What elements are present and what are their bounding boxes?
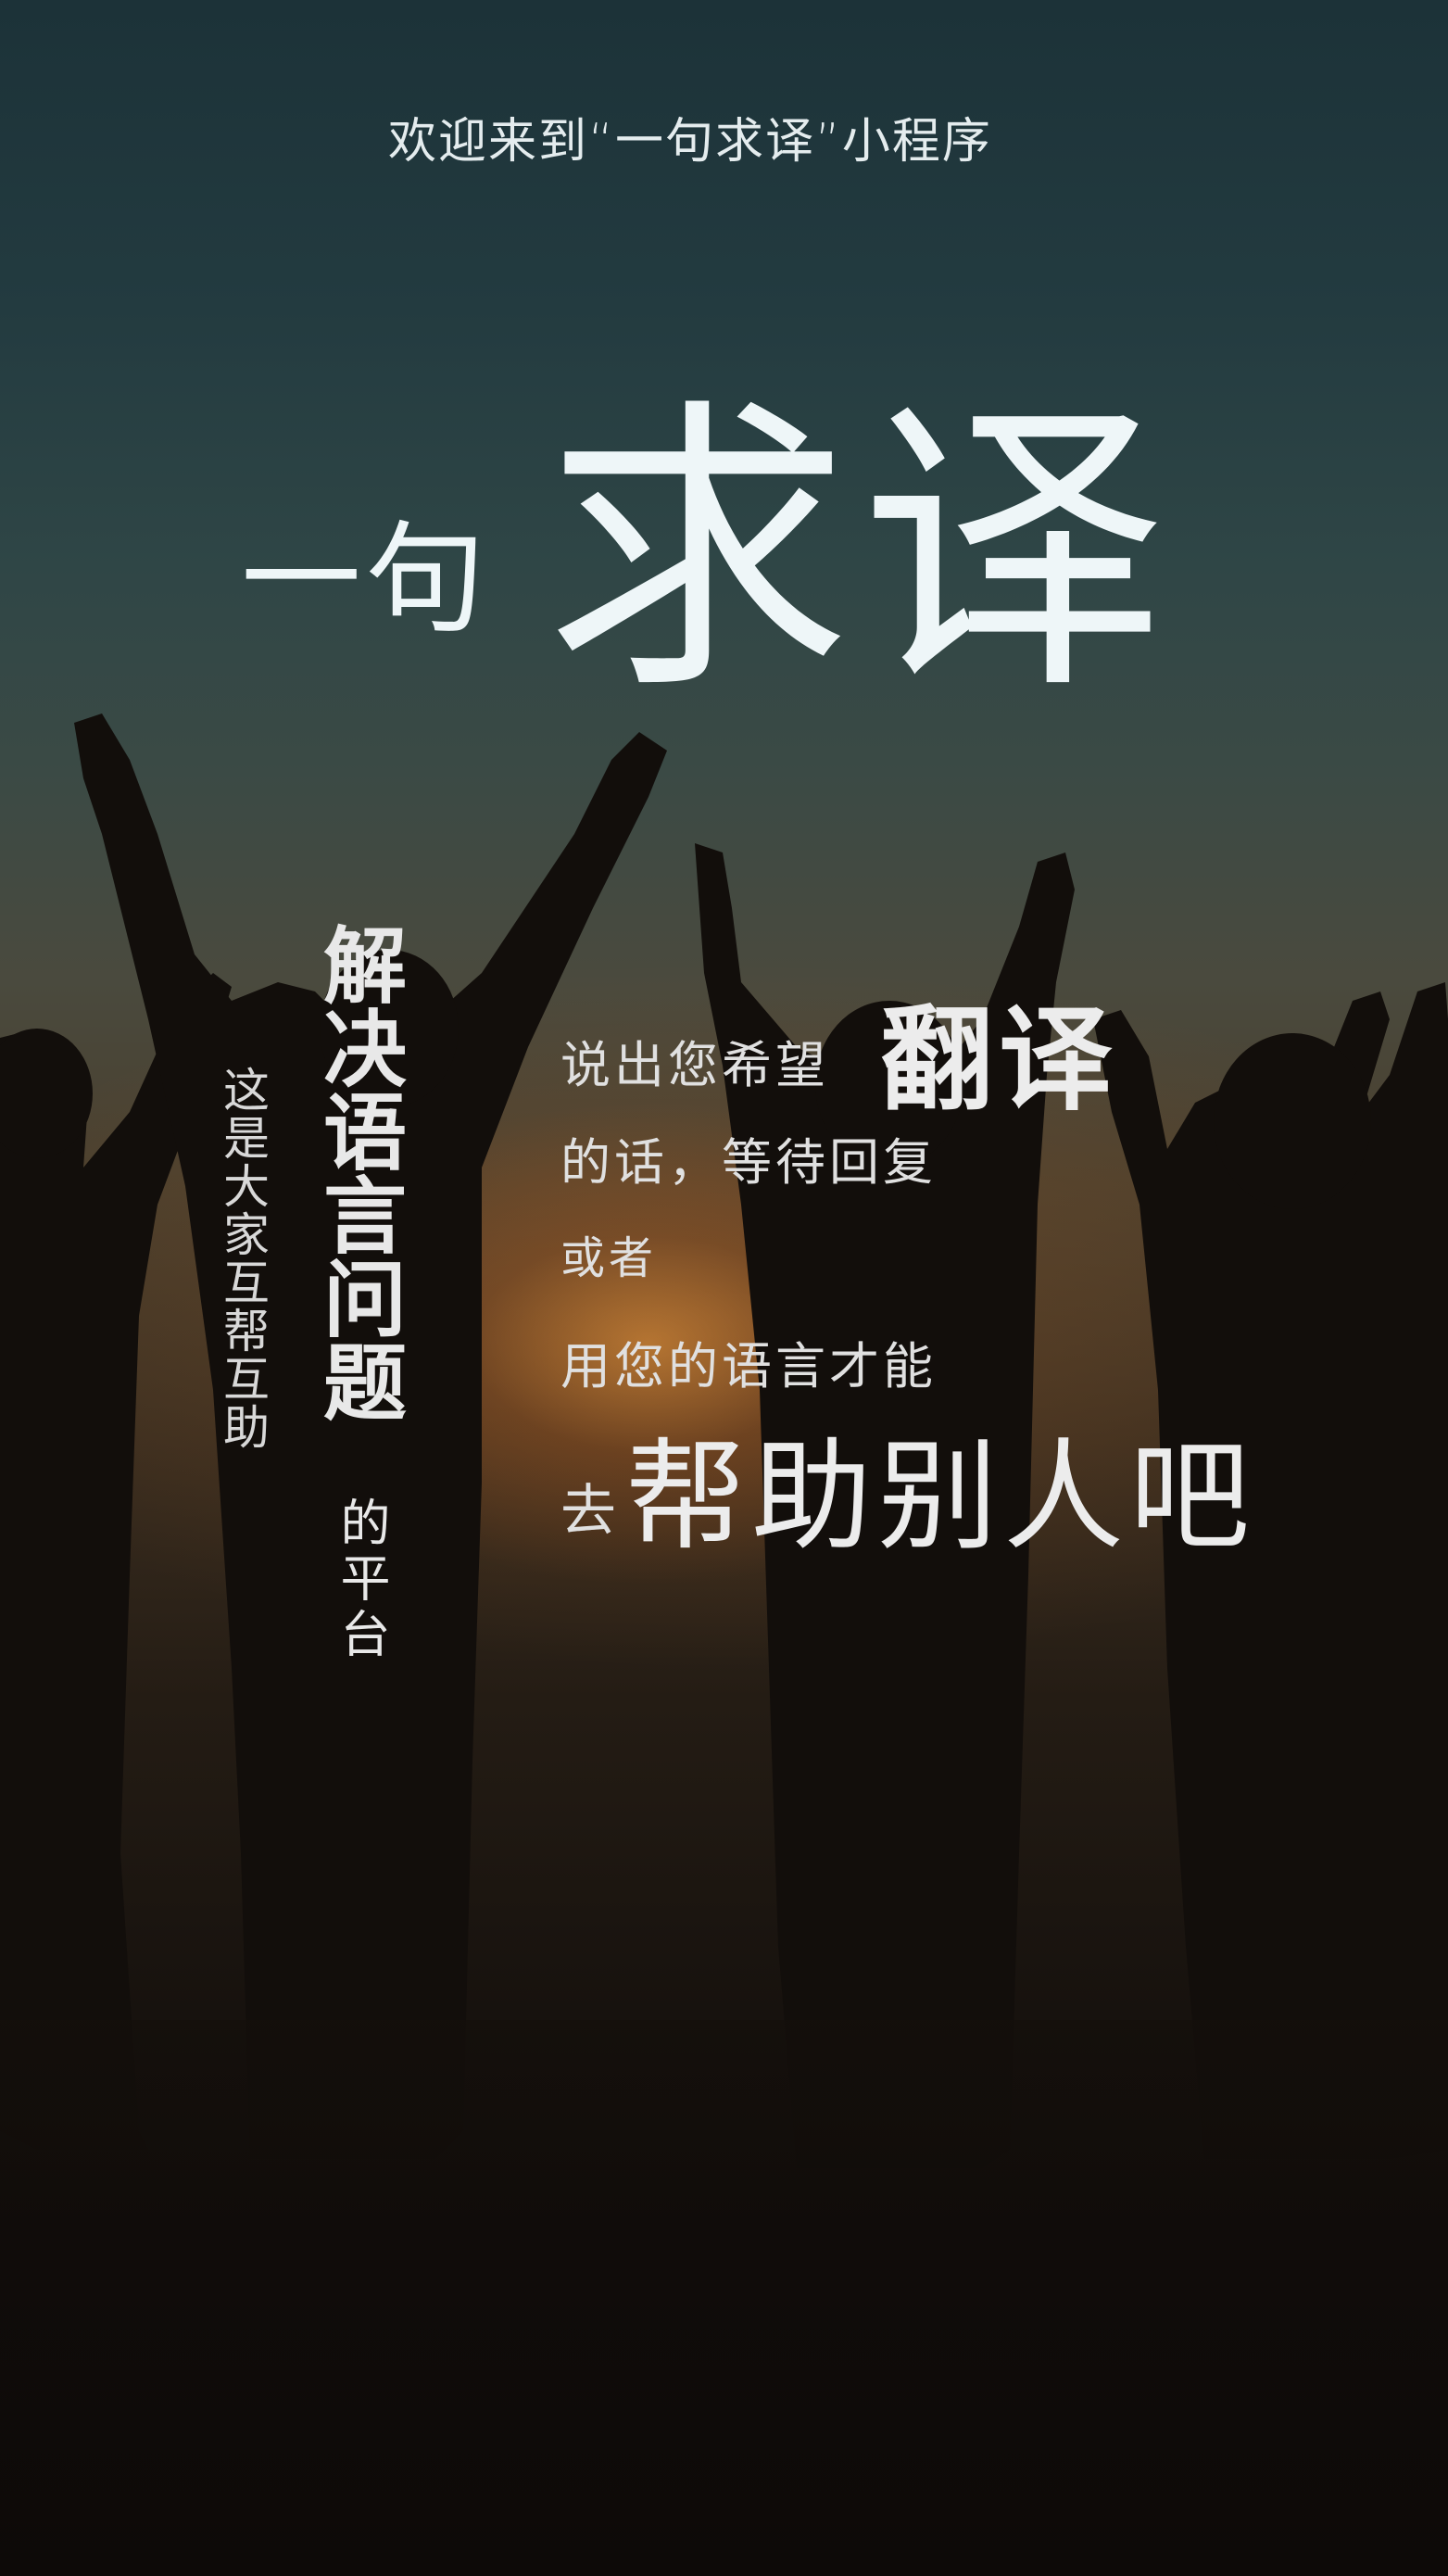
description-line-2: 的话，等待回复 [560,1133,937,1192]
tagline-main-vertical: 解决语言问题 [308,922,406,1422]
description-emphasis-translate: 翻译 [880,994,1117,1126]
tagline-main-suffix: 的平台 [332,1496,390,1663]
ground-shadow [0,2020,1448,2576]
description-line-4: 用您的语言才能 [560,1337,937,1395]
logo-big-text: 求译 [545,373,1176,729]
description-emphasis-help: 帮助别人吧 [625,1426,1256,1567]
welcome-text: 欢迎来到“一句求译”小程序 [388,114,992,170]
description-line-5-prefix: 去 [560,1479,616,1544]
tagline-left-vertical: 这是大家互帮互助 [216,1066,270,1451]
description-line-3: 或者 [560,1232,658,1284]
app-logo: 一句 求译 [241,398,1175,713]
description-line-1: 说出您希望 [560,1036,829,1094]
logo-small-text: 一句 [241,509,490,650]
